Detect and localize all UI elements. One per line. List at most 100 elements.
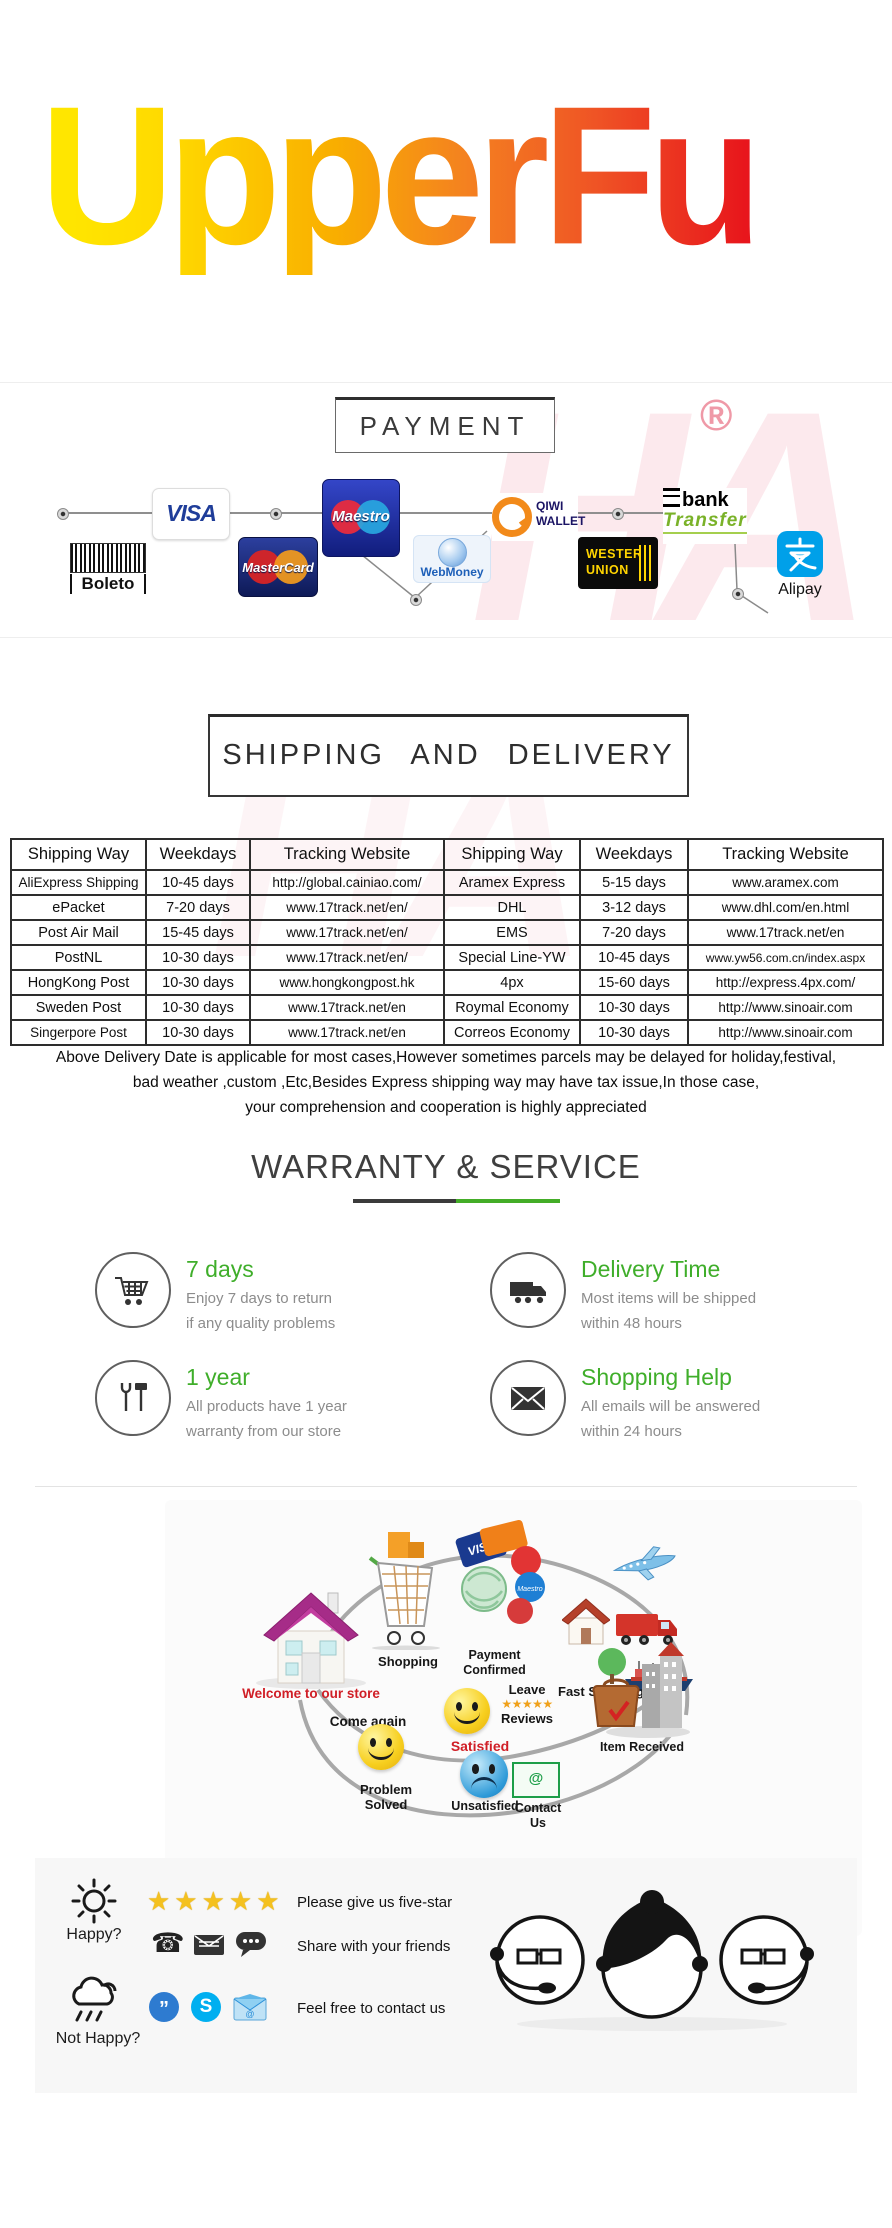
sun-icon — [71, 1878, 117, 1924]
feel-free-text: Feel free to contact us — [297, 2000, 446, 2017]
flow-label: Reviews — [500, 1711, 554, 1726]
trademanager-icon[interactable]: ” — [149, 1992, 179, 2022]
warranty-item: 7 days Enjoy 7 days to return if any qua… — [186, 1256, 336, 1332]
visa-logo: VISA — [152, 488, 230, 540]
tracking-link[interactable]: www.aramex.com — [687, 869, 884, 896]
problem-solved-smiley-icon — [358, 1724, 404, 1770]
tracking-link[interactable]: www.17track.net/en — [249, 994, 445, 1021]
connector-dot — [57, 508, 69, 520]
shopping-cart-icon — [368, 1532, 440, 1650]
boleto-logo: Boleto — [70, 543, 146, 594]
tracking-link[interactable]: http://global.cainiao.com/ — [249, 869, 445, 896]
barcode-icon — [70, 543, 146, 573]
maestro-blue-circle — [356, 500, 390, 534]
tracking-link[interactable]: www.yw56.com.cn/index.aspx — [687, 944, 884, 971]
payment-confirmed-icon: VISA Maestro — [455, 1519, 545, 1624]
contact-envelope-icon: @ — [512, 1762, 560, 1798]
connector-dot — [612, 508, 624, 520]
skype-icon[interactable]: S — [191, 1992, 221, 2022]
tracking-link[interactable]: www.17track.net/en/ — [249, 894, 445, 921]
flow-label: Contact Us — [514, 1801, 562, 1830]
table-row: AliExpress Shipping 10-45 days http://glob… — [10, 869, 884, 896]
bank-lines-icon — [663, 488, 680, 507]
tools-icon — [95, 1360, 171, 1436]
mail-share-icon — [194, 1935, 224, 1955]
payment-section: HA ® PAYMENT VISA Maestro MasterCard — [0, 348, 892, 684]
registered-mark: ® — [700, 391, 733, 440]
western-union-logo: WESTERN UNION — [578, 537, 658, 589]
qiwi-ring-icon — [492, 497, 532, 537]
tracking-link[interactable]: www.17track.net/en/ — [249, 919, 445, 946]
warehouse-icon — [562, 1598, 610, 1645]
cart-icon — [95, 1252, 171, 1328]
flow-label: Problem Solved — [359, 1782, 412, 1812]
customer-service-illustration — [490, 1890, 814, 2031]
flow-label-satisfied: Satisfied — [450, 1738, 510, 1754]
table-header-row: Shipping Way Weekdays Tracking Website Ship… — [10, 838, 884, 871]
phone-icon: ☎ — [151, 1928, 185, 1958]
tracking-link[interactable]: www.dhl.com/en.html — [687, 894, 884, 921]
table-row: Post Air Mail 15-45 days www.17track.net/e… — [10, 919, 884, 946]
warranty-item: Shopping Help All emails will be answere… — [581, 1364, 761, 1440]
flow-label-welcome: Welcome to our store — [242, 1686, 380, 1701]
payment-title: PAYMENT — [335, 397, 555, 453]
title-underline-dark — [353, 1199, 456, 1203]
five-star-text: Please give us five-star — [297, 1894, 453, 1911]
mastercard-orange-circle — [274, 550, 308, 584]
email-icon[interactable]: @ — [233, 1992, 267, 2022]
shipping-table: Shipping Way Weekdays Tracking Website Ship… — [10, 838, 884, 1046]
store-house-icon — [256, 1592, 366, 1689]
webmoney-logo: WebMoney — [413, 535, 491, 583]
table-row: PostNL 10-30 days www.17track.net/en/Speci… — [10, 944, 884, 971]
table-row: HongKong Post 10-30 days www.hongkongpost.… — [10, 969, 884, 996]
tracking-link[interactable]: www.hongkongpost.hk — [249, 969, 445, 996]
happy-label: Happy? — [66, 1926, 122, 1943]
delivery-note: Above Delivery Date is applicable for mo… — [55, 1049, 837, 1116]
tracking-link[interactable]: www.17track.net/en — [249, 1019, 445, 1046]
truck-icon — [490, 1252, 566, 1328]
store-logo: UpperFu — [40, 77, 860, 275]
contact-section: Happy? ★★★★★ Please give us five-star ☎ … — [35, 1858, 857, 2093]
tracking-link[interactable]: http://www.sinoair.com — [687, 1019, 884, 1046]
title-underline-green — [456, 1199, 560, 1203]
bank-transfer-logo: bank Transfer — [663, 488, 747, 544]
flow-label: Payment Confirmed — [463, 1648, 526, 1677]
alipay-icon — [777, 531, 823, 577]
airplane-icon — [612, 1546, 676, 1581]
unsatisfied-smiley-icon — [460, 1750, 508, 1798]
connector-dot — [270, 508, 282, 520]
delivery-truck-icon — [616, 1614, 677, 1645]
connector-dot — [732, 588, 744, 600]
mail-icon — [490, 1360, 566, 1436]
table-row: Singerpore Post 10-30 days www.17track.net… — [10, 1019, 884, 1046]
webmoney-sphere-icon — [438, 538, 467, 567]
tracking-link[interactable]: www.17track.net/en/ — [249, 944, 445, 971]
tracking-link[interactable]: http://www.sinoair.com — [687, 994, 884, 1021]
share-text: Share with your friends — [297, 1938, 451, 1955]
table-row: ePacket 7-20 days www.17track.net/en/DHL 3-… — [10, 894, 884, 921]
flow-label: Unsatisfied — [451, 1799, 519, 1813]
not-happy-label: Not Happy? — [55, 2030, 141, 2047]
tracking-link[interactable]: www.17track.net/en — [687, 919, 884, 946]
satisfied-smiley-icon — [444, 1688, 490, 1734]
five-stars-icon: ★★★★★ — [147, 1886, 284, 1916]
qiwi-wallet-logo: QIWI WALLET — [492, 493, 585, 541]
flow-label: Item Received — [599, 1740, 685, 1754]
warranty-item: Delivery Time Most items will be shipped… — [581, 1256, 757, 1332]
flow-label: Leave — [508, 1682, 546, 1697]
table-row: Sweden Post 10-30 days www.17track.net/en R… — [10, 994, 884, 1021]
shipping-title: SHIPPING AND DELIVERY — [208, 714, 689, 797]
section-divider — [35, 1486, 857, 1487]
svg-text:Maestro: Maestro — [517, 1586, 542, 1593]
mastercard-logo: MasterCard — [238, 537, 318, 597]
item-received-icon — [592, 1642, 690, 1738]
maestro-logo: Maestro — [322, 479, 400, 557]
flow-label: Shopping — [378, 1654, 438, 1669]
warranty-title: WARRANTY & SERVICE — [251, 1148, 641, 1185]
warranty-item: 1 year All products have 1 year warranty… — [186, 1364, 347, 1440]
western-union-bars-icon — [639, 545, 651, 581]
tracking-link[interactable]: http://express.4px.com/ — [687, 969, 884, 996]
rating-stars-icon: ★★★★★ — [501, 1697, 553, 1711]
svg-text:@: @ — [245, 2009, 254, 2019]
